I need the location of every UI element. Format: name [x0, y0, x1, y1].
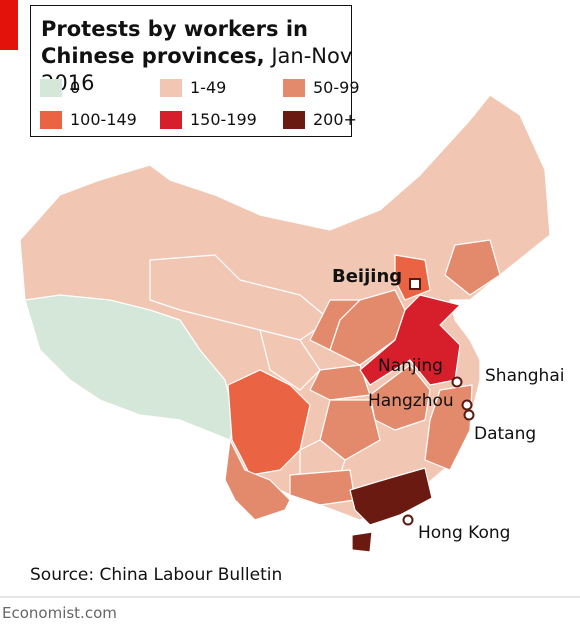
legend-label: 150-199 [190, 110, 257, 129]
province [224, 439, 291, 521]
legend-label: 100-149 [70, 110, 137, 129]
province [394, 254, 431, 301]
province [444, 239, 501, 296]
legend-label: 50-99 [313, 78, 360, 97]
legend-label: 0 [70, 78, 81, 97]
legend-label: 1-49 [190, 78, 227, 97]
title-text: Protests by workers in Chinese provinces… [41, 17, 308, 68]
province [299, 439, 346, 476]
province [351, 531, 373, 553]
legend-swatch [283, 78, 305, 97]
city-marker [461, 399, 473, 411]
legend-item: 0 [40, 78, 80, 97]
province [227, 369, 311, 476]
legend-item: 200+ [283, 110, 357, 129]
city-label: Nanjing [378, 356, 443, 376]
legend-swatch [160, 110, 182, 129]
province [349, 467, 433, 526]
province [259, 329, 321, 391]
legend-swatch [160, 78, 182, 97]
city-markers [402, 278, 475, 526]
subtitle: Jan-Nov 2016 [41, 44, 353, 95]
city-label: Hangzhou [368, 391, 454, 411]
province [289, 469, 356, 506]
city-label: Hong Kong [418, 523, 510, 543]
legend-label: 200+ [313, 110, 357, 129]
legend-item: 100-149 [40, 110, 137, 129]
city-marker [463, 409, 475, 421]
province [319, 399, 381, 461]
legend-swatch [283, 110, 305, 129]
china-map [19, 94, 551, 553]
legend-swatch [40, 78, 62, 97]
legend-item: 50-99 [283, 78, 360, 97]
legend-item: 1-49 [160, 78, 226, 97]
province [424, 384, 473, 471]
province [309, 364, 371, 401]
city-label: Datang [474, 424, 536, 444]
source: Source: China Labour Bulletin [30, 565, 282, 585]
footer: Economist.com [2, 604, 117, 622]
province [359, 294, 461, 386]
province [329, 289, 406, 366]
city-label: Shanghai [485, 366, 564, 386]
city-marker [402, 514, 414, 526]
legend-swatch [40, 110, 62, 129]
city-marker [451, 376, 463, 388]
city-label: Beijing [332, 266, 402, 287]
legend-item: 150-199 [160, 110, 257, 129]
capital-marker [409, 278, 421, 290]
title: Protests by workers in Chinese provinces… [41, 16, 359, 97]
brand-bar [0, 0, 18, 50]
